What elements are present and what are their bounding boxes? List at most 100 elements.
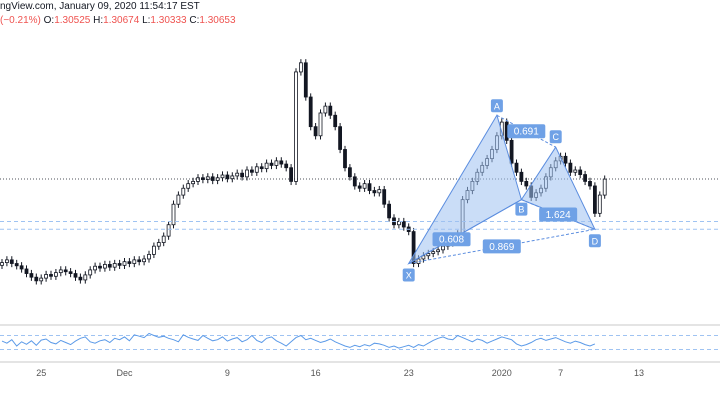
candle-body bbox=[137, 259, 142, 263]
x-tick-label: Dec bbox=[116, 368, 133, 378]
candle-body bbox=[186, 183, 191, 189]
candle-body bbox=[357, 185, 362, 189]
chart-header: ngView.com, January 09, 2020 11:54:17 ES… bbox=[0, 0, 720, 34]
candle-body bbox=[382, 189, 387, 205]
candle-body bbox=[338, 126, 343, 150]
candle-body bbox=[5, 259, 9, 263]
candle-body bbox=[563, 155, 568, 164]
candle-body bbox=[284, 163, 289, 169]
candle-body bbox=[289, 167, 294, 182]
candle-body bbox=[387, 203, 392, 219]
header-change: (−0.21%) bbox=[0, 15, 41, 26]
candle-body bbox=[524, 181, 529, 187]
candle-body bbox=[210, 176, 215, 181]
candle-body bbox=[171, 203, 176, 226]
candle-body bbox=[147, 253, 151, 260]
candle-body bbox=[568, 162, 573, 173]
candle-body bbox=[431, 251, 436, 254]
candle-body bbox=[235, 172, 240, 177]
candle-body bbox=[225, 174, 230, 180]
x-tick-label: 9 bbox=[225, 368, 230, 378]
candle-body bbox=[313, 126, 318, 137]
candle-body bbox=[98, 265, 102, 269]
candle-body bbox=[264, 162, 269, 170]
ratio-line-bd bbox=[521, 199, 596, 230]
candle-body bbox=[441, 245, 445, 251]
candle-body bbox=[583, 174, 587, 182]
candle-body bbox=[347, 167, 352, 178]
candle-body bbox=[54, 272, 58, 277]
point-label-b: B bbox=[518, 205, 524, 215]
candle-body bbox=[117, 263, 122, 266]
candle-body bbox=[318, 112, 323, 137]
candle-body bbox=[578, 169, 583, 175]
point-label-a-bg bbox=[490, 99, 503, 113]
candle-body bbox=[602, 178, 607, 196]
candle-body bbox=[24, 268, 29, 274]
candle-body bbox=[9, 259, 14, 264]
candle-body bbox=[588, 181, 592, 187]
candle-body bbox=[127, 261, 132, 264]
candle-body bbox=[181, 187, 186, 196]
x-tick-label: 23 bbox=[404, 368, 414, 378]
point-label-c-bg bbox=[549, 130, 562, 144]
candle-body bbox=[83, 274, 88, 281]
candle-body bbox=[156, 242, 161, 247]
candle-body bbox=[205, 176, 210, 180]
candle-body bbox=[166, 224, 171, 237]
ratio-line-ac bbox=[496, 114, 556, 148]
candle-body bbox=[519, 171, 524, 182]
candle-body bbox=[34, 276, 39, 282]
candle-body bbox=[411, 231, 416, 264]
x-tick-label: 16 bbox=[311, 368, 321, 378]
ratio-line-xd bbox=[408, 228, 595, 265]
candle-body bbox=[122, 261, 127, 266]
low-value: 1.30333 bbox=[150, 15, 187, 26]
close-value: 1.30653 bbox=[199, 15, 236, 26]
candle-body bbox=[367, 183, 372, 191]
point-label-a: A bbox=[494, 101, 500, 111]
candle-body bbox=[436, 249, 441, 253]
candle-body bbox=[323, 105, 328, 114]
candle-body bbox=[328, 105, 333, 116]
candle-body bbox=[269, 162, 274, 166]
candle-body bbox=[593, 185, 597, 214]
open-label: O: bbox=[43, 15, 55, 26]
candle-body bbox=[19, 265, 24, 270]
candle-body bbox=[0, 262, 4, 266]
candle-body bbox=[196, 177, 200, 182]
candle-body bbox=[103, 264, 107, 269]
candle-body bbox=[176, 194, 181, 205]
candle-body bbox=[308, 96, 313, 128]
candle-body bbox=[372, 190, 377, 194]
candle-body bbox=[303, 62, 308, 98]
candle-body bbox=[274, 160, 279, 166]
open-value: 1.30525 bbox=[54, 15, 91, 26]
candle-body bbox=[63, 269, 68, 273]
x-tick-label: 7 bbox=[558, 368, 563, 378]
osc-line bbox=[1, 332, 596, 349]
ratio-label-xd-bg bbox=[482, 239, 521, 254]
candle-body bbox=[88, 269, 93, 276]
header-source: ngView.com, January 09, 2020 11:54:17 ES… bbox=[0, 1, 200, 12]
candle-body bbox=[343, 149, 347, 169]
candle-body bbox=[29, 273, 34, 278]
high-label: H: bbox=[93, 15, 104, 26]
candle-body bbox=[58, 269, 63, 274]
candle-body bbox=[68, 271, 73, 274]
candle-body bbox=[401, 221, 406, 228]
x-tick-label: 2020 bbox=[492, 368, 512, 378]
candle-body bbox=[112, 263, 117, 268]
candle-body bbox=[573, 169, 578, 173]
candle-body bbox=[279, 160, 284, 165]
candle-body bbox=[142, 258, 147, 263]
candle-body bbox=[230, 175, 235, 180]
ratio-label-bd: 1.624 bbox=[546, 210, 571, 221]
candle-body bbox=[509, 139, 514, 164]
candle-body bbox=[245, 169, 249, 178]
candle-body bbox=[294, 71, 298, 182]
candle-body bbox=[377, 189, 382, 194]
candle-body bbox=[514, 162, 519, 173]
ratio-label-xb: 0.608 bbox=[439, 235, 464, 246]
